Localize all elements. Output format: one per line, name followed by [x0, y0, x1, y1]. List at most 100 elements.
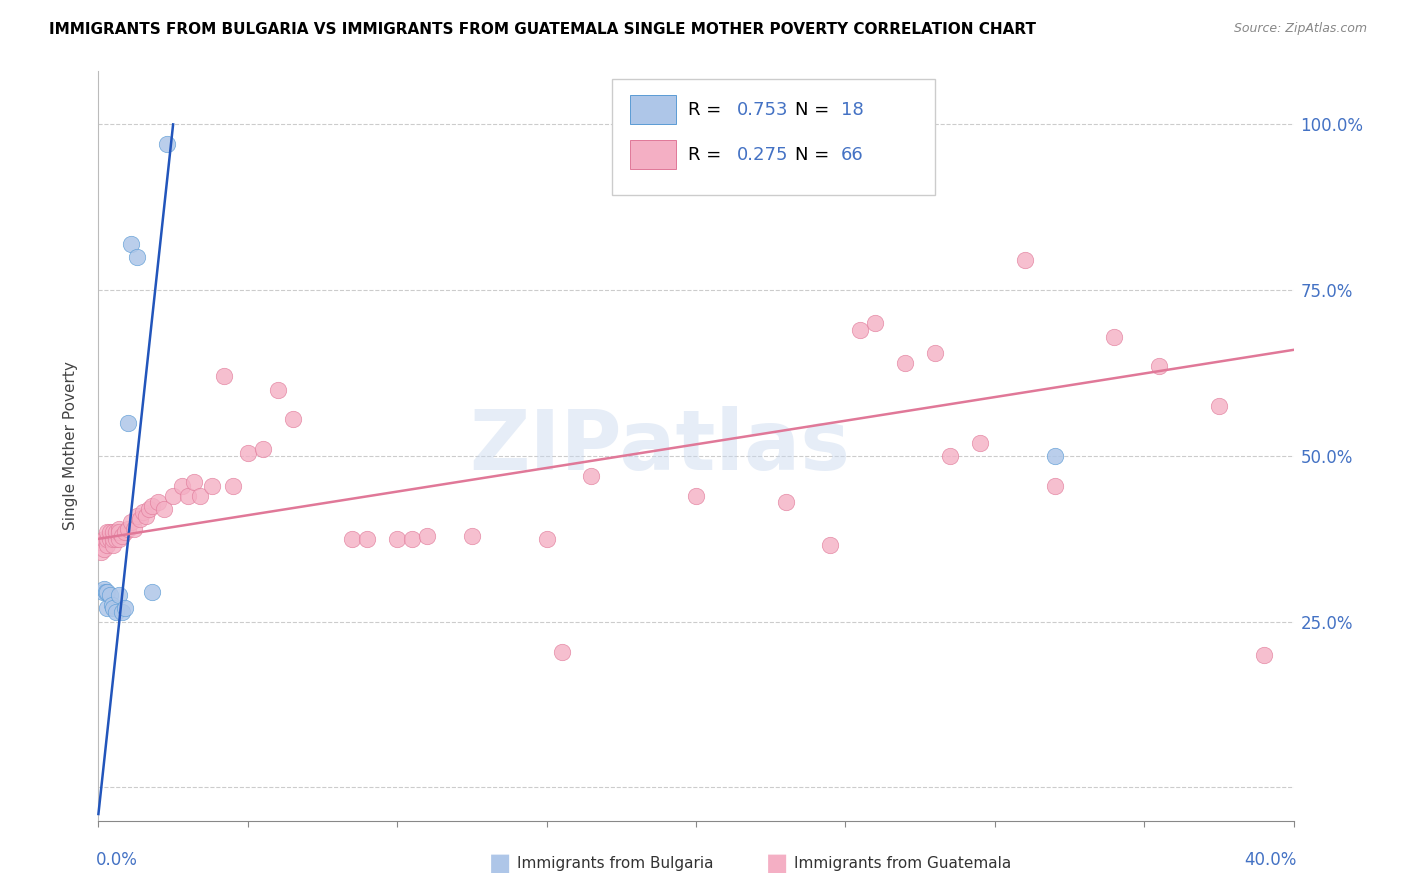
- Point: [127, 250, 149, 264]
- Point: [236, 445, 259, 459]
- Text: ZIPatlas: ZIPatlas: [470, 406, 851, 486]
- Point: [153, 502, 176, 516]
- Point: [1043, 479, 1066, 493]
- Point: [120, 236, 142, 251]
- Point: [416, 528, 439, 542]
- Point: [162, 489, 184, 503]
- Point: [924, 346, 946, 360]
- Point: [117, 522, 139, 536]
- Point: [222, 479, 245, 493]
- Point: [201, 479, 224, 493]
- Text: 0.275: 0.275: [737, 146, 789, 164]
- Point: [188, 489, 211, 503]
- Point: [894, 356, 917, 370]
- Point: [281, 412, 304, 426]
- Y-axis label: Single Mother Poverty: Single Mother Poverty: [63, 361, 77, 531]
- Point: [90, 545, 112, 559]
- Point: [94, 585, 117, 599]
- Point: [103, 525, 125, 540]
- Point: [108, 588, 131, 602]
- Point: [172, 479, 194, 493]
- Point: [212, 369, 235, 384]
- Point: [1104, 329, 1126, 343]
- Point: [111, 528, 134, 542]
- Point: [177, 489, 200, 503]
- Point: [105, 525, 128, 540]
- Text: 0.753: 0.753: [737, 101, 789, 119]
- Point: [129, 512, 152, 526]
- Point: [103, 539, 125, 553]
- Point: [138, 502, 160, 516]
- Point: [141, 499, 163, 513]
- Point: [342, 532, 364, 546]
- Point: [1043, 449, 1066, 463]
- Point: [108, 532, 131, 546]
- Point: [148, 495, 170, 509]
- Point: [385, 532, 409, 546]
- Point: [267, 383, 290, 397]
- Point: [775, 495, 797, 509]
- Point: [401, 532, 423, 546]
- Text: Immigrants from Bulgaria: Immigrants from Bulgaria: [517, 856, 714, 871]
- Point: [1208, 399, 1230, 413]
- Point: [581, 468, 603, 483]
- Text: IMMIGRANTS FROM BULGARIA VS IMMIGRANTS FROM GUATEMALA SINGLE MOTHER POVERTY CORR: IMMIGRANTS FROM BULGARIA VS IMMIGRANTS F…: [49, 22, 1036, 37]
- Point: [1253, 648, 1275, 662]
- FancyBboxPatch shape: [630, 95, 676, 124]
- Point: [820, 539, 842, 553]
- Point: [461, 528, 484, 542]
- Point: [685, 489, 707, 503]
- Point: [103, 601, 125, 615]
- Point: [127, 508, 149, 523]
- FancyBboxPatch shape: [630, 140, 676, 169]
- Text: 40.0%: 40.0%: [1244, 851, 1296, 869]
- Point: [969, 435, 991, 450]
- Point: [1014, 253, 1036, 268]
- Text: 66: 66: [841, 146, 863, 164]
- Point: [101, 598, 124, 612]
- Point: [135, 508, 157, 523]
- Text: 18: 18: [841, 101, 863, 119]
- Point: [93, 582, 115, 596]
- Point: [865, 316, 887, 330]
- Text: Source: ZipAtlas.com: Source: ZipAtlas.com: [1233, 22, 1367, 36]
- Point: [252, 442, 274, 457]
- FancyBboxPatch shape: [613, 78, 935, 195]
- Point: [105, 605, 128, 619]
- Point: [183, 475, 205, 490]
- Point: [98, 532, 122, 546]
- Point: [356, 532, 378, 546]
- Point: [124, 522, 146, 536]
- Text: Immigrants from Guatemala: Immigrants from Guatemala: [794, 856, 1012, 871]
- Point: [108, 525, 131, 540]
- Point: [103, 532, 125, 546]
- Text: R =: R =: [688, 101, 727, 119]
- Text: N =: N =: [796, 146, 835, 164]
- Text: N =: N =: [796, 101, 835, 119]
- Point: [550, 644, 572, 658]
- Point: [105, 532, 128, 546]
- Point: [536, 532, 558, 546]
- Point: [96, 539, 118, 553]
- Point: [93, 532, 115, 546]
- Point: [132, 505, 155, 519]
- Point: [111, 605, 134, 619]
- Text: ■: ■: [766, 852, 789, 875]
- Point: [90, 535, 112, 549]
- Point: [156, 137, 179, 152]
- Point: [849, 323, 872, 337]
- Point: [96, 585, 118, 599]
- Point: [93, 541, 115, 556]
- Text: 0.0%: 0.0%: [96, 851, 138, 869]
- Point: [141, 585, 163, 599]
- Point: [96, 532, 118, 546]
- Point: [98, 525, 122, 540]
- Point: [939, 449, 962, 463]
- Point: [108, 522, 131, 536]
- Point: [1147, 359, 1170, 374]
- Point: [114, 601, 136, 615]
- Point: [117, 416, 139, 430]
- Point: [96, 525, 118, 540]
- Text: ■: ■: [489, 852, 512, 875]
- Point: [91, 585, 114, 599]
